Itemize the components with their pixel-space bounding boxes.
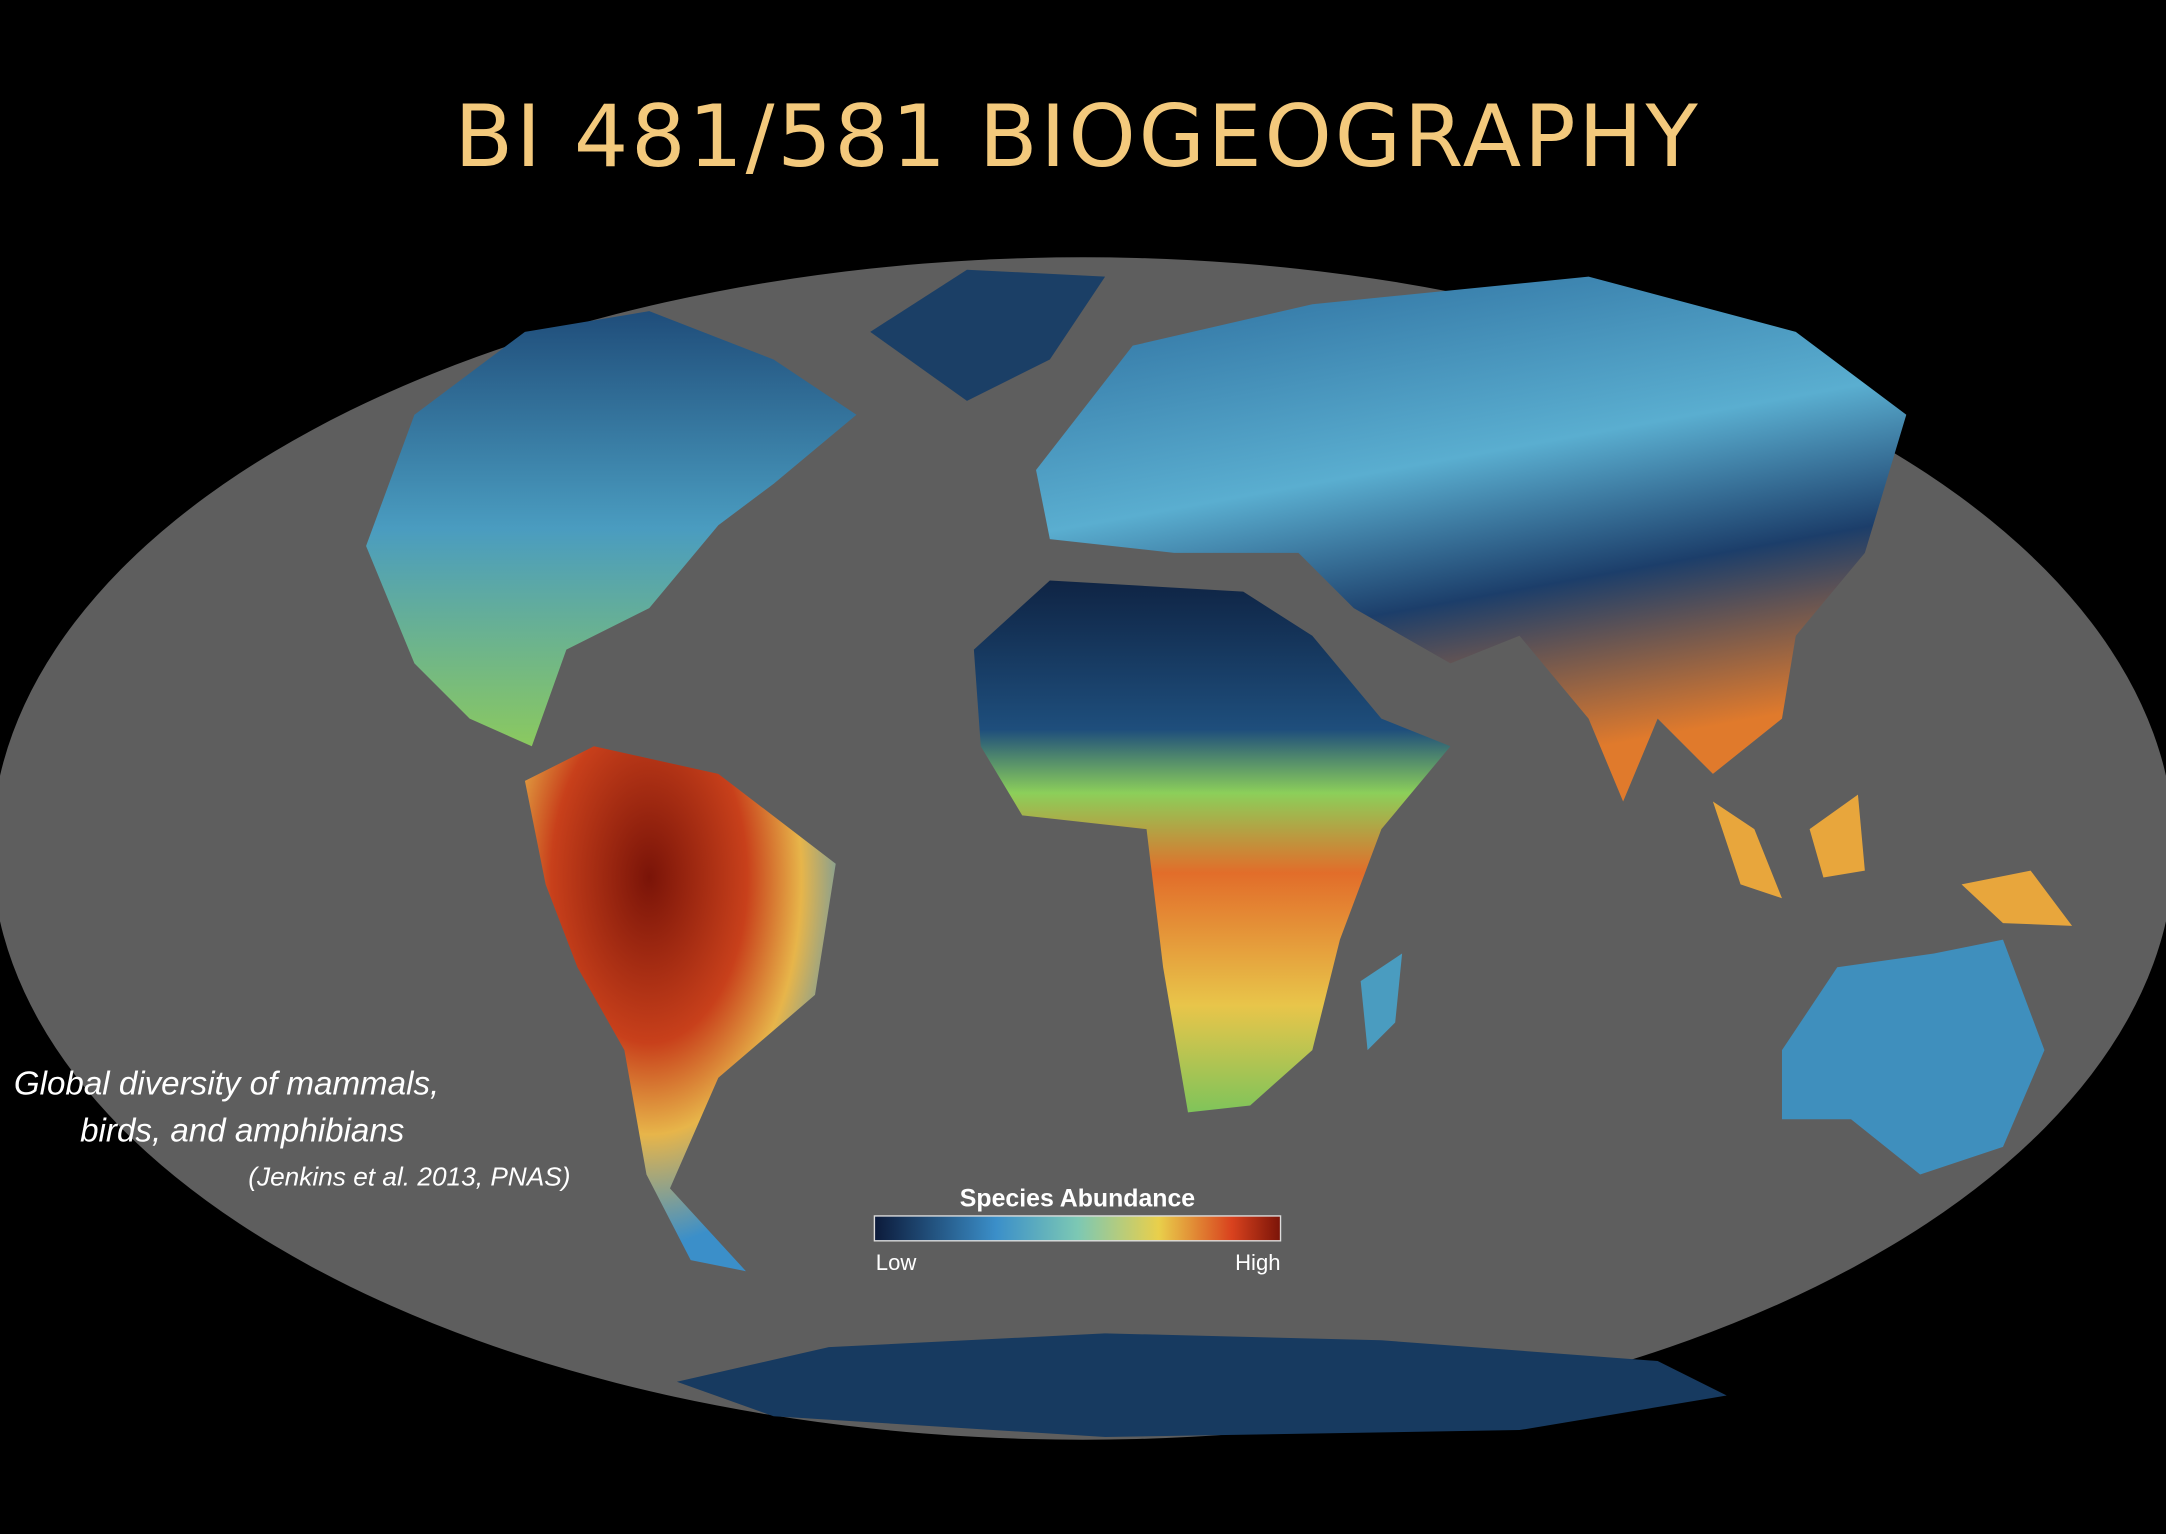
legend-low: Low: [876, 1250, 918, 1275]
antarctica: [676, 1333, 1727, 1437]
slide-title: BI 481/581 BIOGEOGRAPHY: [454, 88, 1700, 187]
caption-line: Global diversity of mammals,: [14, 1065, 439, 1102]
greenland: [870, 269, 1106, 401]
africa: [973, 580, 1451, 1113]
north-america: [366, 311, 857, 747]
caption-line: birds, and amphibians: [80, 1112, 404, 1149]
south-america: [524, 746, 836, 1272]
legend-colorbar: [873, 1215, 1282, 1242]
legend-title: Species Abundance: [960, 1184, 1195, 1212]
eurasia: [1036, 276, 1907, 802]
legend-high: High: [1235, 1250, 1280, 1275]
caption-citation: (Jenkins et al. 2013, PNAS): [248, 1162, 570, 1192]
madagascar: [1360, 953, 1403, 1051]
australia: [1781, 939, 2045, 1175]
islands: [1712, 794, 2073, 926]
